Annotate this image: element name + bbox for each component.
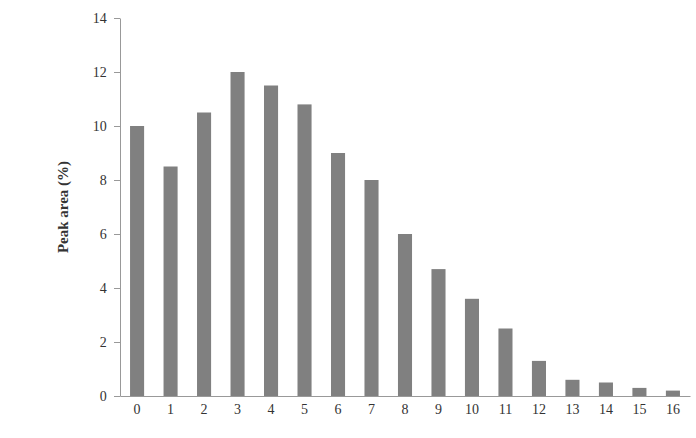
x-tick-label: 2	[201, 402, 208, 417]
bar	[599, 383, 613, 397]
x-tick-label: 3	[234, 402, 241, 417]
bar	[532, 361, 546, 396]
y-tick-label: 6	[100, 227, 107, 242]
x-tick-label: 14	[599, 402, 613, 417]
y-tick: 6	[100, 227, 120, 242]
x-tick: 14	[599, 402, 613, 417]
x-tick-label: 6	[335, 402, 342, 417]
y-tick-mark	[114, 342, 120, 343]
x-tick-label: 1	[167, 402, 174, 417]
x-tick: 10	[465, 402, 479, 417]
y-axis-line	[120, 19, 121, 397]
x-tick-label: 11	[499, 402, 512, 417]
y-tick-mark	[114, 18, 120, 19]
x-tick: 5	[301, 402, 308, 417]
x-tick: 6	[335, 402, 342, 417]
x-tick-label: 10	[465, 402, 479, 417]
x-tick-label: 5	[301, 402, 308, 417]
x-tick-label: 13	[565, 402, 579, 417]
y-tick: 0	[100, 389, 120, 404]
x-axis: 012345678910111213141516	[121, 397, 691, 417]
x-tick-label: 15	[632, 402, 646, 417]
x-axis-line	[121, 396, 691, 397]
x-tick: 0	[134, 402, 141, 417]
bars	[130, 72, 680, 396]
y-tick-mark	[114, 180, 120, 181]
y-tick-mark	[114, 72, 120, 73]
x-tick: 16	[666, 402, 680, 417]
bar	[364, 180, 378, 396]
x-tick-label: 12	[532, 402, 546, 417]
x-tick-label: 9	[435, 402, 442, 417]
x-tick-label: 0	[134, 402, 141, 417]
y-axis-title: Peak area (%)	[55, 161, 72, 253]
x-tick: 9	[435, 402, 442, 417]
bar	[231, 72, 245, 396]
x-tick: 12	[532, 402, 546, 417]
y-tick-mark	[114, 126, 120, 127]
x-tick: 8	[402, 402, 409, 417]
x-tick: 2	[201, 402, 208, 417]
bar	[297, 104, 311, 396]
y-tick: 10	[93, 119, 120, 134]
y-tick: 2	[100, 335, 120, 350]
y-tick-label: 8	[100, 173, 107, 188]
y-tick-mark	[114, 288, 120, 289]
x-tick: 15	[632, 402, 646, 417]
y-tick-mark	[114, 234, 120, 235]
y-tick: 12	[93, 65, 120, 80]
y-tick: 14	[93, 11, 120, 26]
x-tick-label: 8	[402, 402, 409, 417]
x-tick: 7	[368, 402, 375, 417]
x-tick-label: 7	[368, 402, 375, 417]
y-tick-label: 4	[100, 281, 107, 296]
bar	[130, 126, 144, 396]
bar	[666, 391, 680, 396]
y-tick-label: 10	[93, 119, 107, 134]
bar	[498, 329, 512, 397]
y-axis: 0 2 4 6 8 10 12 14	[93, 11, 121, 404]
chart: 02468101214012345678910111213141516Peak …	[0, 0, 696, 438]
bar	[398, 234, 412, 396]
x-tick: 11	[499, 402, 512, 417]
y-tick-label: 0	[100, 389, 107, 404]
y-tick: 4	[100, 281, 120, 296]
y-tick-label: 12	[93, 65, 107, 80]
y-tick-mark	[114, 396, 120, 397]
x-tick-label: 16	[666, 402, 680, 417]
bar	[565, 380, 579, 396]
y-tick-label: 2	[100, 335, 107, 350]
x-tick: 1	[167, 402, 174, 417]
y-tick: 8	[100, 173, 120, 188]
bar	[465, 299, 479, 396]
y-tick-label: 14	[93, 11, 107, 26]
bar	[431, 269, 445, 396]
plot: 02468101214012345678910111213141516	[93, 11, 691, 417]
bar	[632, 388, 646, 396]
x-tick: 4	[268, 402, 275, 417]
x-tick: 3	[234, 402, 241, 417]
bar	[331, 153, 345, 396]
bar	[164, 167, 178, 397]
x-tick: 13	[565, 402, 579, 417]
bar	[264, 86, 278, 397]
bar	[197, 113, 211, 397]
x-tick-label: 4	[268, 402, 275, 417]
